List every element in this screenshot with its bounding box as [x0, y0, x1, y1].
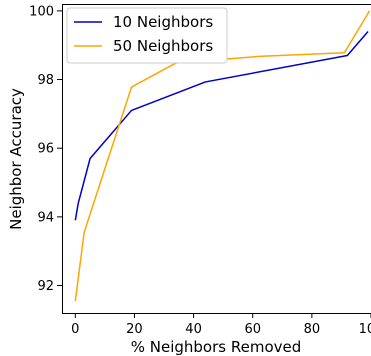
legend: 10 Neighbors 50 Neighbors	[66, 7, 228, 64]
x-tick-label: 100	[359, 322, 371, 337]
y-ticks: 92 94 96 98 100	[29, 4, 62, 294]
y-axis-title: Neighbor Accuracy	[7, 88, 25, 230]
x-ticks: 0 20 40 60 80 100	[71, 313, 371, 337]
axes-layer	[62, 4, 371, 314]
legend-box	[66, 7, 228, 64]
y-tick-label: 96	[37, 142, 54, 157]
legend-label-1: 50 Neighbors	[113, 37, 213, 55]
legend-label-0: 10 Neighbors	[113, 13, 213, 31]
x-tick-label: 20	[126, 322, 143, 337]
x-axis-title: % Neighbors Removed	[131, 338, 302, 356]
y-tick-label: 94	[37, 210, 54, 225]
x-tick-label: 0	[71, 322, 79, 337]
y-tick-label: 100	[29, 4, 54, 19]
y-tick-label: 98	[37, 73, 54, 88]
x-tick-label: 40	[185, 322, 202, 337]
series-line-0	[74, 30, 369, 221]
y-tick-label: 92	[37, 279, 54, 294]
x-tick-label: 60	[244, 322, 261, 337]
x-tick-label: 80	[304, 322, 321, 337]
